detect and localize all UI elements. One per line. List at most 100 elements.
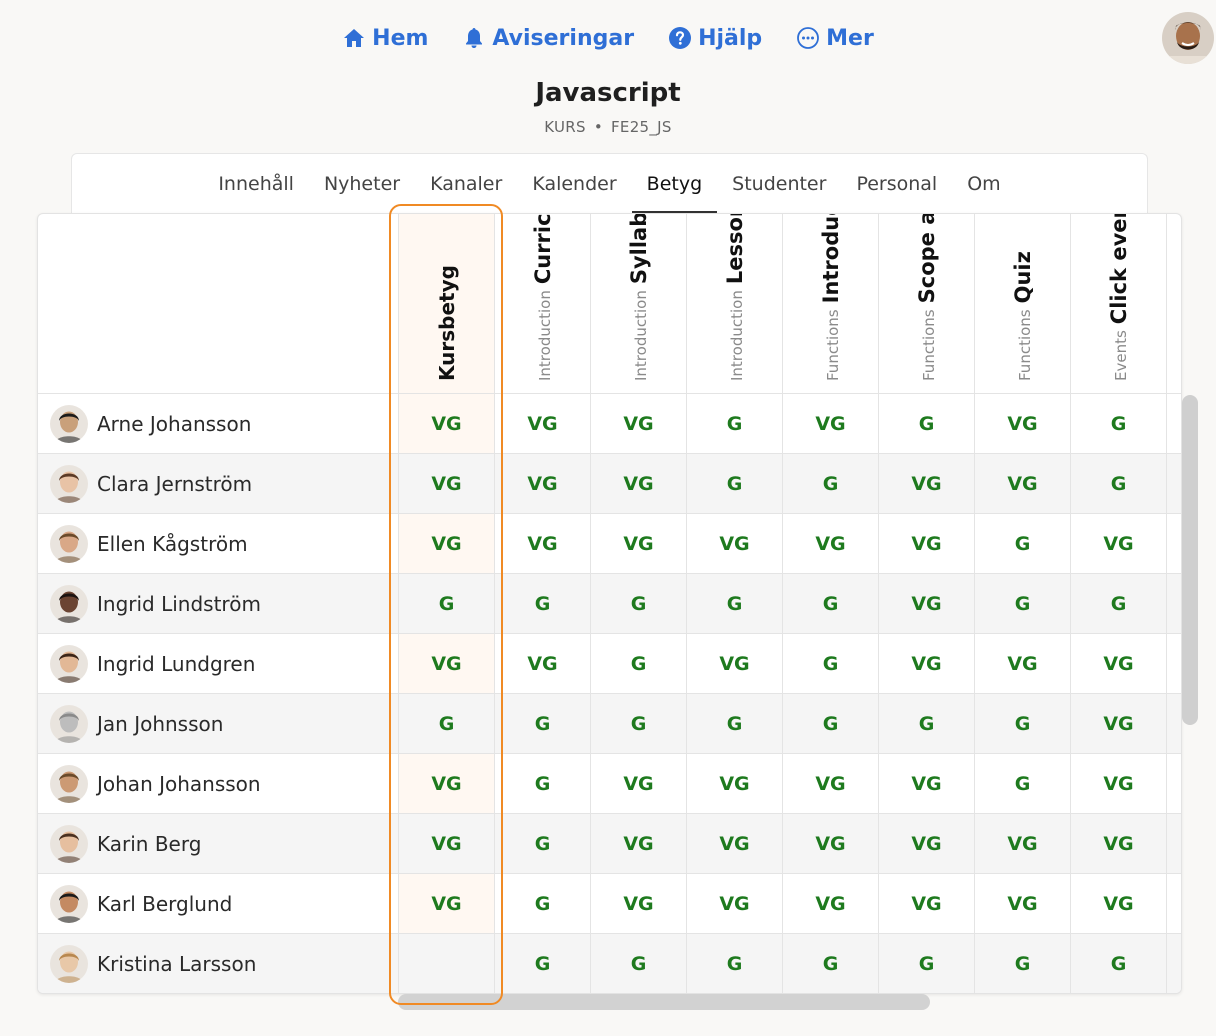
- student-cell[interactable]: Jan Johnsson: [50, 694, 223, 754]
- grade-cell[interactable]: G: [494, 574, 590, 634]
- column-header-assignment-6[interactable]: Functions Quiz: [974, 214, 1070, 394]
- course-grade-cell[interactable]: VG: [398, 634, 494, 694]
- student-cell[interactable]: Arne Johansson: [50, 394, 251, 454]
- student-cell[interactable]: Karin Berg: [50, 814, 201, 874]
- grade-cell[interactable]: VG: [1070, 874, 1166, 934]
- grade-cell[interactable]: VG: [590, 814, 686, 874]
- grade-cell[interactable]: G: [974, 694, 1070, 754]
- grade-cell[interactable]: G: [686, 454, 782, 514]
- grade-cell[interactable]: VG: [590, 754, 686, 814]
- grade-cell[interactable]: VG: [782, 514, 878, 574]
- course-grade-cell[interactable]: G: [398, 694, 494, 754]
- grade-cell[interactable]: VG: [494, 394, 590, 454]
- grade-cell[interactable]: VG: [782, 814, 878, 874]
- grade-cell[interactable]: G: [494, 754, 590, 814]
- grade-cell[interactable]: VG: [782, 394, 878, 454]
- grade-cell[interactable]: VG: [1070, 514, 1166, 574]
- course-grade-cell[interactable]: VG: [398, 454, 494, 514]
- grade-cell[interactable]: G: [1070, 574, 1166, 634]
- user-avatar[interactable]: [1162, 12, 1214, 64]
- tab-om[interactable]: Om: [967, 173, 1001, 195]
- grade-cell[interactable]: G: [974, 934, 1070, 993]
- grade-cell[interactable]: G: [494, 934, 590, 993]
- course-grade-cell[interactable]: VG: [398, 394, 494, 454]
- grade-cell[interactable]: VG: [686, 514, 782, 574]
- column-header-assignment-1[interactable]: Introduction Curriculum: [494, 214, 590, 394]
- grade-cell[interactable]: G: [782, 934, 878, 993]
- grade-cell[interactable]: VG: [494, 514, 590, 574]
- nav-aviseringar[interactable]: Aviseringar: [462, 26, 634, 51]
- student-cell[interactable]: Kristina Larsson: [50, 934, 256, 993]
- grade-cell[interactable]: VG: [974, 634, 1070, 694]
- grade-cell[interactable]: VG: [878, 814, 974, 874]
- grade-cell[interactable]: VG: [686, 874, 782, 934]
- grade-cell[interactable]: VG: [974, 874, 1070, 934]
- grade-cell[interactable]: G: [974, 574, 1070, 634]
- grade-cell[interactable]: G: [878, 934, 974, 993]
- horizontal-scrollbar[interactable]: [398, 994, 930, 1010]
- grade-cell[interactable]: VG: [782, 874, 878, 934]
- grade-cell[interactable]: G: [686, 394, 782, 454]
- tab-nyheter[interactable]: Nyheter: [323, 173, 401, 195]
- student-cell[interactable]: Johan Johansson: [50, 754, 261, 814]
- grade-cell[interactable]: G: [782, 454, 878, 514]
- course-grade-cell[interactable]: G: [398, 574, 494, 634]
- grade-cell[interactable]: VG: [878, 454, 974, 514]
- tab-studenter[interactable]: Studenter: [732, 173, 827, 195]
- tab-betyg[interactable]: Betyg: [631, 154, 718, 214]
- grade-cell[interactable]: G: [590, 574, 686, 634]
- grade-cell[interactable]: VG: [782, 754, 878, 814]
- student-cell[interactable]: Karl Berglund: [50, 874, 232, 934]
- grade-cell[interactable]: VG: [878, 574, 974, 634]
- grade-cell[interactable]: G: [1070, 934, 1166, 993]
- grade-cell[interactable]: G: [782, 574, 878, 634]
- nav-hjalp[interactable]: Hjälp: [668, 26, 762, 51]
- grade-cell[interactable]: VG: [590, 514, 686, 574]
- grade-cell[interactable]: G: [686, 934, 782, 993]
- grade-cell[interactable]: G: [686, 574, 782, 634]
- tab-kanaler[interactable]: Kanaler: [430, 173, 503, 195]
- student-cell[interactable]: Ingrid Lundgren: [50, 634, 255, 694]
- grade-cell[interactable]: VG: [1070, 754, 1166, 814]
- grade-cell[interactable]: G: [1070, 394, 1166, 454]
- grade-cell[interactable]: G: [878, 694, 974, 754]
- grade-cell[interactable]: G: [878, 394, 974, 454]
- grade-cell[interactable]: VG: [878, 514, 974, 574]
- tab-kalender[interactable]: Kalender: [532, 173, 617, 195]
- course-grade-cell[interactable]: VG: [398, 874, 494, 934]
- grade-cell[interactable]: G: [590, 694, 686, 754]
- grade-cell[interactable]: G: [974, 754, 1070, 814]
- tab-inneh-ll[interactable]: Innehåll: [218, 173, 294, 195]
- column-header-assignment-5[interactable]: Functions Scope and Clo...: [878, 214, 974, 394]
- grade-cell[interactable]: VG: [686, 814, 782, 874]
- grade-cell[interactable]: VG: [878, 634, 974, 694]
- course-grade-cell[interactable]: [398, 934, 494, 993]
- grade-cell[interactable]: VG: [1070, 814, 1166, 874]
- grade-cell[interactable]: VG: [590, 874, 686, 934]
- grade-cell[interactable]: G: [494, 874, 590, 934]
- grade-cell[interactable]: G: [494, 814, 590, 874]
- student-cell[interactable]: Ingrid Lindström: [50, 574, 261, 634]
- grade-cell[interactable]: G: [590, 934, 686, 993]
- column-header-assignment-4[interactable]: Functions Introduction: [782, 214, 878, 394]
- tab-personal[interactable]: Personal: [856, 173, 938, 195]
- nav-mer[interactable]: Mer: [796, 26, 874, 51]
- grade-cell[interactable]: G: [782, 694, 878, 754]
- grade-cell[interactable]: VG: [974, 814, 1070, 874]
- grade-cell[interactable]: VG: [878, 874, 974, 934]
- vertical-scrollbar[interactable]: [1182, 395, 1198, 725]
- grade-cell[interactable]: G: [1070, 454, 1166, 514]
- grade-cell[interactable]: VG: [686, 754, 782, 814]
- student-cell[interactable]: Clara Jernström: [50, 454, 252, 514]
- grade-cell[interactable]: VG: [494, 634, 590, 694]
- grade-cell[interactable]: VG: [686, 634, 782, 694]
- grade-cell[interactable]: VG: [974, 394, 1070, 454]
- grade-cell[interactable]: G: [782, 634, 878, 694]
- grade-cell[interactable]: VG: [974, 454, 1070, 514]
- grade-cell[interactable]: VG: [590, 394, 686, 454]
- course-grade-cell[interactable]: VG: [398, 814, 494, 874]
- column-header-assignment-2[interactable]: Introduction Syllabus: [590, 214, 686, 394]
- column-header-kursbetyg[interactable]: Kursbetyg: [398, 214, 494, 394]
- column-header-assignment-7[interactable]: Events Click events: [1070, 214, 1166, 394]
- course-grade-cell[interactable]: VG: [398, 514, 494, 574]
